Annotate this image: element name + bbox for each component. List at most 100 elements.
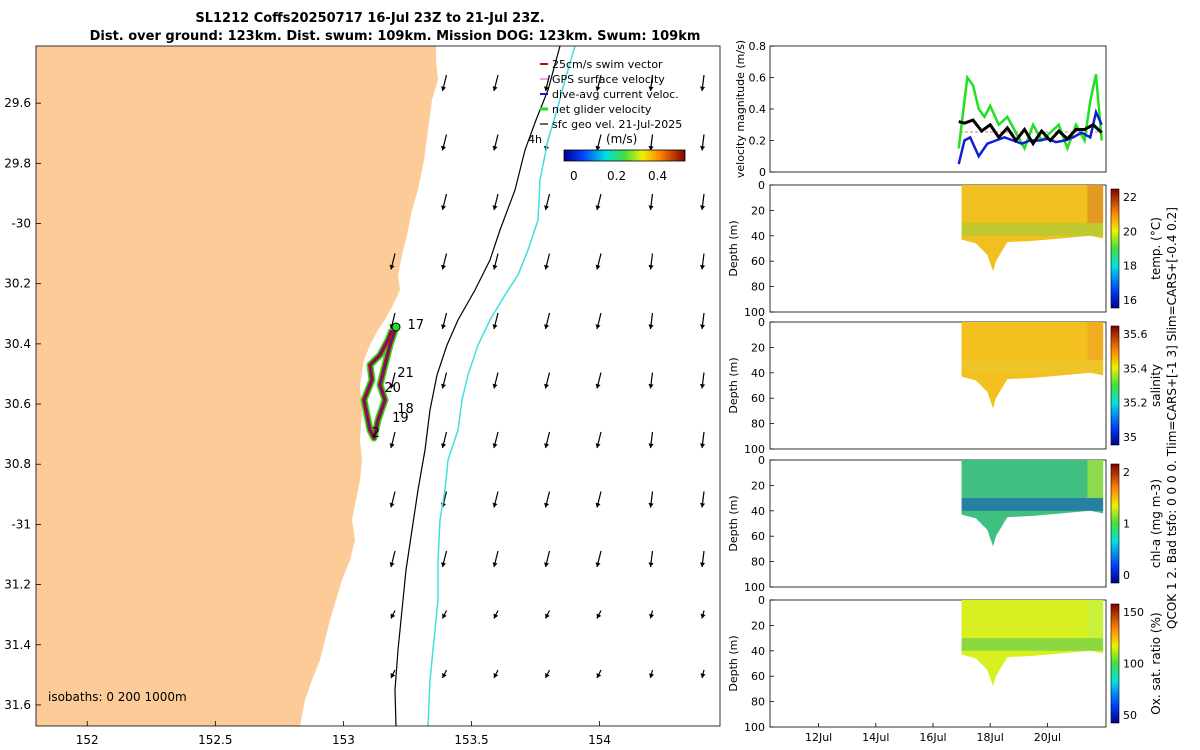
colorbar-tick-label: 35.6: [1123, 328, 1148, 341]
speed-colorbar: [563, 149, 686, 162]
geo-arrow-head: [595, 443, 601, 448]
geo-arrow-head: [699, 562, 706, 567]
geo-arrow-head: [544, 264, 550, 270]
day-label: 2: [372, 426, 380, 441]
legend-item-dac: dive-avg current veloc.: [552, 88, 679, 101]
geo-arrow-head: [441, 264, 447, 270]
geo-arrow-head: [648, 562, 654, 567]
geo-arrow-head: [441, 86, 447, 91]
legend-item-gps: GPS surface velocity: [552, 73, 665, 86]
geo-arrow-head: [389, 443, 395, 448]
legend-item-geo: sfc geo vel. 21-Jul-2025: [552, 118, 682, 131]
legend-item-swim: 25cm/s swim vector: [552, 58, 663, 71]
map-x-tick-label: 153: [332, 733, 355, 747]
map-x-ticks: 152 152.5 153 153.5 154: [76, 721, 611, 747]
colorbar-tick-label: 1: [1123, 518, 1130, 531]
geo-arrow-head: [441, 145, 447, 151]
map-y-tick-label: -31: [11, 517, 31, 531]
geo-arrow-head: [699, 383, 706, 389]
velocity-y-tick-label: 0.6: [749, 72, 767, 85]
section-colorbar: [1110, 603, 1120, 724]
section-colorbar: [1110, 463, 1120, 584]
depth-y-tick-label: 0: [758, 179, 765, 192]
map-y-tick-label: 29.8: [4, 156, 31, 170]
geo-arrow-head: [441, 443, 447, 448]
dac-track: [363, 326, 397, 440]
geo-arrow-head: [699, 205, 706, 210]
section-frame: [769, 599, 1107, 728]
geo-arrow-head: [441, 205, 447, 210]
depth-y-tick-label: 20: [751, 204, 765, 217]
day-label: 19: [392, 411, 409, 426]
depth-y-tick-label: 100: [744, 721, 765, 734]
geo-arrow-head: [492, 264, 498, 270]
day-label: 20: [384, 381, 401, 396]
geo-arrow-head: [544, 324, 550, 329]
section-colorbar: [1110, 188, 1120, 309]
depth-y-tick-label: 60: [751, 530, 765, 543]
track-start-marker: [391, 322, 401, 332]
depth-y-tick-label: 60: [751, 670, 765, 683]
legend-item-net: net glider velocity: [552, 103, 652, 116]
glider-track: [360, 322, 401, 442]
velocity-series-line: [957, 74, 1103, 153]
geo-arrow-head: [545, 613, 550, 619]
depth-y-tick-label: 20: [751, 479, 765, 492]
colorbar-tick-label: 50: [1123, 709, 1137, 722]
velocity-series-line: [958, 118, 1103, 147]
map-x-tick-label: 153.5: [454, 733, 488, 747]
geo-arrow-head: [699, 502, 706, 508]
geo-arrow-head: [699, 145, 706, 151]
colorbar-tick-label: 35.4: [1123, 362, 1148, 375]
legend-extra-4h: 4h: [528, 133, 542, 146]
date-x-tick-label: 16Jul: [919, 731, 946, 744]
colorbar-label: temp. (°C): [1149, 217, 1163, 280]
geo-arrow-head: [545, 673, 550, 678]
colorbar-tick-label: 22: [1123, 191, 1137, 204]
geo-arrow-head: [648, 324, 654, 329]
geo-arrow-head: [648, 86, 654, 91]
depth-y-tick-label: 0: [758, 594, 765, 607]
colorbar-tick-label: 150: [1123, 606, 1144, 619]
geo-arrow-head: [544, 205, 550, 210]
section-fill: [961, 185, 1104, 272]
map-x-tick-label: 152.5: [198, 733, 232, 747]
colorbar-tick-label: 35.2: [1123, 397, 1148, 410]
land-area: [36, 46, 438, 726]
geostrophic-velocity-arrows: [389, 74, 706, 679]
geo-arrow-head: [492, 562, 498, 567]
geo-arrow-head: [493, 673, 499, 678]
geo-arrow-head: [595, 205, 601, 210]
colorbar-tick: 0: [570, 169, 578, 183]
section-feature: [961, 498, 1104, 511]
geo-arrow-head: [544, 443, 550, 448]
geo-arrow-head: [389, 562, 395, 567]
colorbar-tick-label: 20: [1123, 225, 1137, 238]
geo-arrow-head: [492, 86, 498, 91]
colorbar-tick-label: 100: [1123, 658, 1144, 671]
section-frame: [769, 184, 1107, 313]
date-x-tick-label: 18Jul: [977, 731, 1004, 744]
depth-y-tick-label: 40: [751, 367, 765, 380]
geo-arrow-head: [390, 613, 396, 619]
geo-arrow-head: [648, 443, 654, 448]
colorbar-label: (m/s): [606, 132, 637, 146]
geo-arrow-head: [492, 324, 498, 329]
geo-arrow-head: [700, 613, 706, 619]
section-feature: [1087, 322, 1104, 361]
depth-y-tick-label: 100: [744, 306, 765, 319]
isobath-200m: [394, 45, 561, 727]
geo-arrow-head: [595, 145, 601, 151]
geo-arrow-head: [544, 502, 550, 508]
section-feature: [1087, 460, 1104, 499]
depth-y-tick-label: 0: [758, 316, 765, 329]
geo-arrow-head: [595, 383, 601, 389]
geo-arrow-head: [648, 383, 654, 389]
section-feature: [961, 638, 1104, 651]
colorbar-tick-label: 2: [1123, 466, 1130, 479]
velocity-y-tick-label: 0: [759, 166, 766, 179]
